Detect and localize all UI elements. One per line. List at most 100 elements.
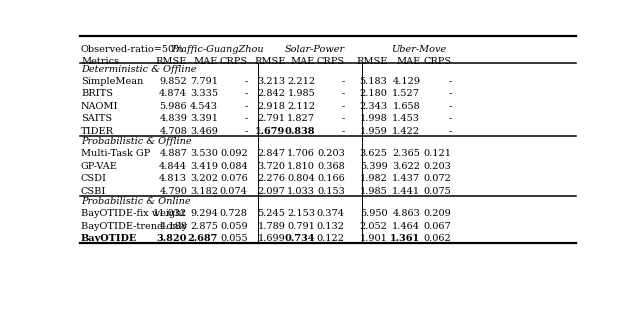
Text: 1.464: 1.464 [392, 222, 420, 230]
Text: 4.543: 4.543 [190, 102, 218, 111]
Text: 4.129: 4.129 [392, 77, 420, 86]
Text: 2.052: 2.052 [360, 222, 388, 230]
Text: 1.453: 1.453 [392, 114, 420, 123]
Text: 3.213: 3.213 [257, 77, 285, 86]
Text: Observed-ratio=50%: Observed-ratio=50% [81, 45, 184, 54]
Text: 7.791: 7.791 [190, 77, 218, 86]
Text: 1.699: 1.699 [257, 234, 285, 243]
Text: Multi-Task GP: Multi-Task GP [81, 149, 150, 158]
Text: CRPS: CRPS [317, 57, 345, 66]
Text: -: - [244, 127, 248, 136]
Text: NAOMI: NAOMI [81, 102, 118, 111]
Text: -: - [244, 102, 248, 111]
Text: CSBI: CSBI [81, 187, 106, 196]
Text: 4.844: 4.844 [159, 162, 187, 171]
Text: 0.368: 0.368 [317, 162, 345, 171]
Text: Solar-Power: Solar-Power [285, 45, 345, 54]
Text: 2.365: 2.365 [392, 149, 420, 158]
Text: 1.982: 1.982 [360, 174, 388, 183]
Text: 3.335: 3.335 [190, 89, 218, 98]
Text: 0.067: 0.067 [424, 222, 451, 230]
Text: 2.791: 2.791 [257, 114, 285, 123]
Text: -: - [448, 89, 451, 98]
Text: 0.838: 0.838 [285, 127, 315, 136]
Text: 2.212: 2.212 [287, 77, 315, 86]
Text: 2.687: 2.687 [188, 234, 218, 243]
Text: -: - [244, 89, 248, 98]
Text: -: - [342, 127, 345, 136]
Text: 1.033: 1.033 [287, 187, 315, 196]
Text: 2.276: 2.276 [257, 174, 285, 183]
Text: 5.950: 5.950 [360, 209, 388, 218]
Text: 2.097: 2.097 [257, 187, 285, 196]
Text: CRPS: CRPS [220, 57, 248, 66]
Text: 1.985: 1.985 [360, 187, 388, 196]
Text: BayOTIDE-trend only: BayOTIDE-trend only [81, 222, 187, 230]
Text: -: - [244, 77, 248, 86]
Text: Deterministic & Offline: Deterministic & Offline [81, 65, 196, 74]
Text: 11.032: 11.032 [153, 209, 187, 218]
Text: 3.720: 3.720 [257, 162, 285, 171]
Text: -: - [342, 89, 345, 98]
Text: 1.827: 1.827 [287, 114, 315, 123]
Text: 3.820: 3.820 [157, 234, 187, 243]
Text: -: - [342, 77, 345, 86]
Text: 0.121: 0.121 [424, 149, 451, 158]
Text: 1.658: 1.658 [392, 102, 420, 111]
Text: MAE: MAE [291, 57, 315, 66]
Text: Probabilistic & Online: Probabilistic & Online [81, 197, 191, 206]
Text: 0.122: 0.122 [317, 234, 345, 243]
Text: 0.132: 0.132 [317, 222, 345, 230]
Text: -: - [448, 77, 451, 86]
Text: 0.153: 0.153 [317, 187, 345, 196]
Text: 4.188: 4.188 [159, 222, 187, 230]
Text: 3.625: 3.625 [360, 149, 388, 158]
Text: SimpleMean: SimpleMean [81, 77, 143, 86]
Text: 0.092: 0.092 [220, 149, 248, 158]
Text: 2.875: 2.875 [190, 222, 218, 230]
Text: 5.245: 5.245 [257, 209, 285, 218]
Text: 0.209: 0.209 [424, 209, 451, 218]
Text: 1.361: 1.361 [390, 234, 420, 243]
Text: 0.804: 0.804 [287, 174, 315, 183]
Text: -: - [448, 127, 451, 136]
Text: 3.469: 3.469 [190, 127, 218, 136]
Text: Probabilistic & Offline: Probabilistic & Offline [81, 137, 191, 146]
Text: 0.075: 0.075 [424, 187, 451, 196]
Text: Metrics: Metrics [81, 57, 119, 66]
Text: GP-VAE: GP-VAE [81, 162, 118, 171]
Text: -: - [448, 114, 451, 123]
Text: 2.343: 2.343 [360, 102, 388, 111]
Text: 5.986: 5.986 [159, 102, 187, 111]
Text: BRITS: BRITS [81, 89, 113, 98]
Text: 0.728: 0.728 [220, 209, 248, 218]
Text: 1.437: 1.437 [392, 174, 420, 183]
Text: BayOTIDE-fix weight: BayOTIDE-fix weight [81, 209, 186, 218]
Text: 1.901: 1.901 [360, 234, 388, 243]
Text: 3.622: 3.622 [392, 162, 420, 171]
Text: RMSE: RMSE [254, 57, 285, 66]
Text: Uber-Move: Uber-Move [392, 45, 447, 54]
Text: 0.791: 0.791 [287, 222, 315, 230]
Text: 1.810: 1.810 [287, 162, 315, 171]
Text: 3.419: 3.419 [190, 162, 218, 171]
Text: 4.839: 4.839 [159, 114, 187, 123]
Text: 2.847: 2.847 [257, 149, 285, 158]
Text: -: - [342, 114, 345, 123]
Text: 0.074: 0.074 [220, 187, 248, 196]
Text: 1.679: 1.679 [255, 127, 285, 136]
Text: 3.182: 3.182 [190, 187, 218, 196]
Text: 0.166: 0.166 [317, 174, 345, 183]
Text: 3.530: 3.530 [190, 149, 218, 158]
Text: TIDER: TIDER [81, 127, 114, 136]
Text: 1.441: 1.441 [392, 187, 420, 196]
Text: 4.708: 4.708 [159, 127, 187, 136]
Text: 0.203: 0.203 [317, 149, 345, 158]
Text: 2.180: 2.180 [360, 89, 388, 98]
Text: 4.887: 4.887 [159, 149, 187, 158]
Text: 1.998: 1.998 [360, 114, 388, 123]
Text: 9.852: 9.852 [159, 77, 187, 86]
Text: 0.072: 0.072 [424, 174, 451, 183]
Text: BayOTIDE: BayOTIDE [81, 234, 138, 243]
Text: 0.203: 0.203 [424, 162, 451, 171]
